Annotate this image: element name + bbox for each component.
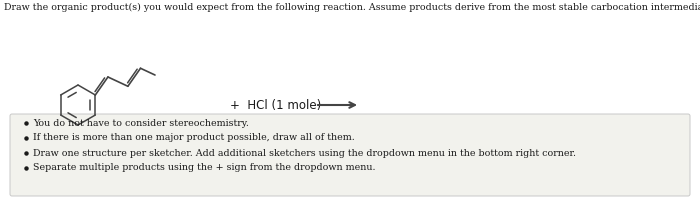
Text: You do not have to consider stereochemistry.: You do not have to consider stereochemis…: [33, 118, 249, 128]
Text: Separate multiple products using the + sign from the dropdown menu.: Separate multiple products using the + s…: [33, 164, 375, 172]
FancyBboxPatch shape: [10, 114, 690, 196]
Text: Draw the organic product(s) you would expect from the following reaction. Assume: Draw the organic product(s) you would ex…: [4, 3, 700, 12]
Text: If there is more than one major product possible, draw all of them.: If there is more than one major product …: [33, 133, 355, 143]
Text: Draw one structure per sketcher. Add additional sketchers using the dropdown men: Draw one structure per sketcher. Add add…: [33, 148, 576, 157]
Text: +  HCl (1 mole): + HCl (1 mole): [230, 98, 321, 111]
